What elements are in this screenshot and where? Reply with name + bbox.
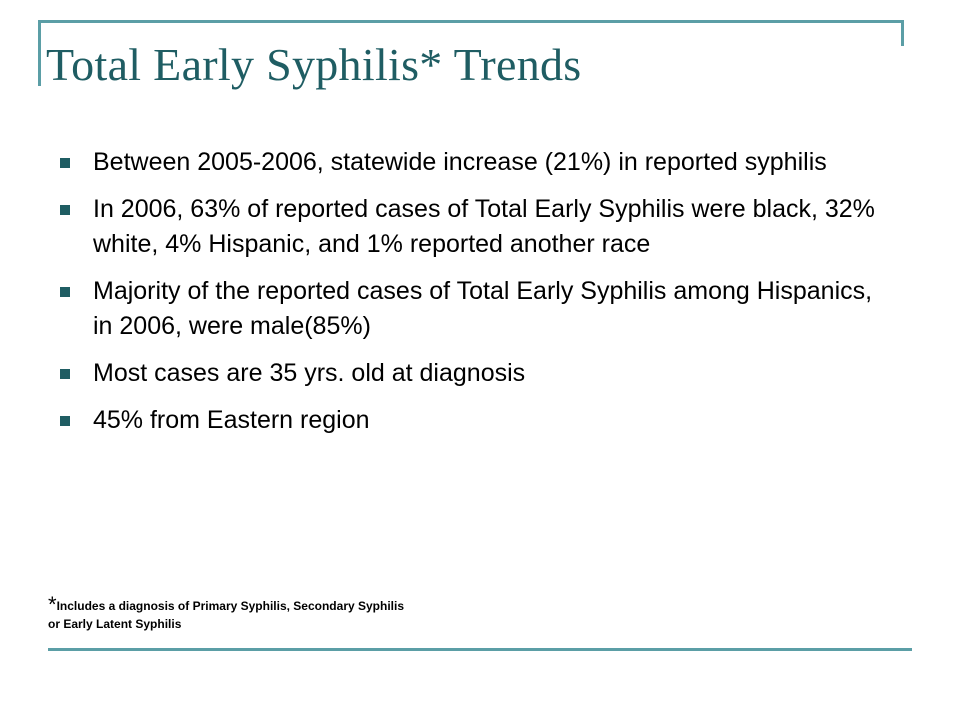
footnote-line-2: or Early Latent Syphilis xyxy=(48,617,182,631)
bullet-text: 45% from Eastern region xyxy=(93,406,370,434)
bullet-item: In 2006, 63% of reported cases of Total … xyxy=(60,192,880,262)
slide-title: Total Early Syphilis* Trends xyxy=(46,39,582,90)
frame-left-rule xyxy=(38,20,41,86)
square-bullet-icon xyxy=(60,158,70,168)
square-bullet-icon xyxy=(60,205,70,215)
bullet-item: Most cases are 35 yrs. old at diagnosis xyxy=(60,356,880,391)
square-bullet-icon xyxy=(60,416,70,426)
frame-top-rule xyxy=(38,20,904,23)
bullet-item: Between 2005-2006, statewide increase (2… xyxy=(60,145,880,180)
square-bullet-icon xyxy=(60,287,70,297)
square-bullet-icon xyxy=(60,369,70,379)
footer-rule xyxy=(48,648,912,651)
bullet-item: 45% from Eastern region xyxy=(60,403,880,438)
footnote-line-1: Includes a diagnosis of Primary Syphilis… xyxy=(56,599,405,613)
bullet-item: Majority of the reported cases of Total … xyxy=(60,274,880,344)
frame-right-rule xyxy=(901,20,904,46)
bullet-text: Most cases are 35 yrs. old at diagnosis xyxy=(93,359,526,387)
bullet-text: Between 2005-2006, statewide increase (2… xyxy=(93,148,827,176)
bullet-text: Majority of the reported cases of Total … xyxy=(93,277,873,340)
footnote: *Includes a diagnosis of Primary Syphili… xyxy=(48,594,908,633)
bullet-text: In 2006, 63% of reported cases of Total … xyxy=(93,195,875,258)
bullet-list: Between 2005-2006, statewide increase (2… xyxy=(60,145,880,450)
footnote-marker: * xyxy=(48,592,57,617)
